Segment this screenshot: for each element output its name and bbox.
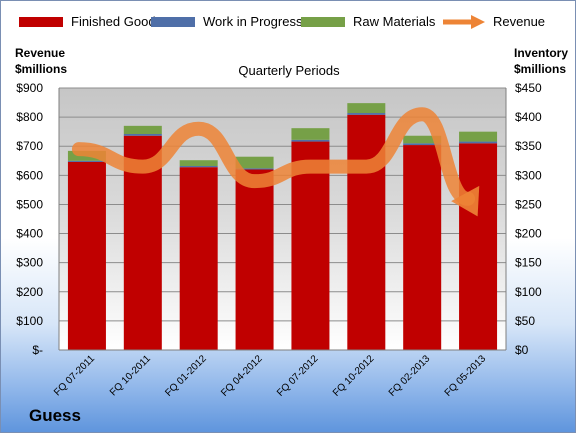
category-label: FQ 01-2012 (163, 353, 209, 399)
bar-finished-goods (347, 114, 386, 350)
bar-work-in-progress (459, 141, 498, 144)
left-tick-label: $- (32, 343, 43, 357)
left-tick-label: $500 (16, 197, 43, 211)
right-tick-label: $50 (515, 314, 535, 328)
company-name: Guess (29, 406, 81, 425)
legend-swatch-finished-goods (19, 17, 63, 27)
category-label: FQ 04-2012 (219, 353, 265, 399)
bar-work-in-progress (123, 133, 162, 136)
left-tick-label: $800 (16, 110, 43, 124)
left-tick-label: $200 (16, 285, 43, 299)
bar-raw-materials (347, 103, 386, 114)
category-label: FQ 02-2013 (387, 353, 433, 399)
legend-arrow-icon (443, 15, 485, 29)
legend-label-raw-materials: Raw Materials (353, 14, 436, 29)
bar-work-in-progress (67, 160, 106, 162)
right-tick-label: $450 (515, 81, 542, 95)
category-label: FQ 10-2011 (108, 353, 153, 398)
legend-label-finished-goods: Finished Goods (71, 14, 163, 29)
category-label: FQ 10-2012 (331, 353, 377, 399)
legend: Finished Goods Work in Progress Raw Mate… (1, 14, 575, 36)
left-tick-label: $600 (16, 168, 43, 182)
chart-subtitle: Quarterly Periods (238, 63, 340, 78)
category-label: FQ 05-2013 (443, 353, 489, 399)
left-tick-label: $100 (16, 314, 43, 328)
right-tick-label: $400 (515, 110, 542, 124)
left-tick-label: $900 (16, 81, 43, 95)
bar-work-in-progress (347, 113, 386, 115)
left-tick-label: $700 (16, 139, 43, 153)
right-tick-label: $300 (515, 168, 542, 182)
bar-work-in-progress (403, 143, 442, 146)
bar-raw-materials (235, 156, 274, 169)
bar-raw-materials (123, 125, 162, 134)
right-tick-label: $100 (515, 285, 542, 299)
right-axis-title-line2: $millions (514, 62, 567, 76)
bar-raw-materials (291, 128, 330, 140)
bar-finished-goods (179, 167, 218, 350)
revenue-trend-line (71, 107, 476, 206)
legend-swatch-raw-materials (301, 17, 345, 27)
legend-label-work-in-progress: Work in Progress (203, 14, 303, 29)
bar-work-in-progress (291, 139, 330, 142)
bar-work-in-progress (179, 166, 218, 168)
right-tick-label: $250 (515, 197, 542, 211)
bar-finished-goods (459, 143, 498, 350)
right-tick-label: $150 (515, 256, 542, 270)
left-axis-title-line1: Revenue (15, 46, 66, 60)
left-axis-title-line2: $millions (15, 62, 68, 76)
bar-finished-goods (291, 141, 330, 350)
right-axis-title-line1: Inventory (514, 46, 569, 60)
revenue-arrowhead (451, 185, 480, 217)
legend-label-revenue: Revenue (493, 14, 546, 29)
category-label: FQ 07-2012 (275, 353, 321, 399)
category-label: FQ 07-2011 (52, 353, 97, 398)
bar-raw-materials (179, 160, 218, 167)
right-tick-label: $0 (515, 343, 529, 357)
bar-raw-materials (403, 135, 442, 144)
right-tick-label: $350 (515, 139, 542, 153)
left-tick-label: $300 (16, 256, 43, 270)
left-axis-title: Revenue $millions (15, 45, 67, 77)
bar-finished-goods (235, 169, 274, 350)
right-axis-title: Inventory $millions (514, 45, 568, 77)
bar-finished-goods (67, 161, 106, 350)
legend-swatch-work-in-progress (151, 17, 195, 27)
left-tick-label: $400 (16, 227, 43, 241)
bar-finished-goods (403, 145, 442, 350)
bar-work-in-progress (235, 168, 274, 170)
bar-raw-materials (459, 131, 498, 142)
right-tick-label: $200 (515, 227, 542, 241)
